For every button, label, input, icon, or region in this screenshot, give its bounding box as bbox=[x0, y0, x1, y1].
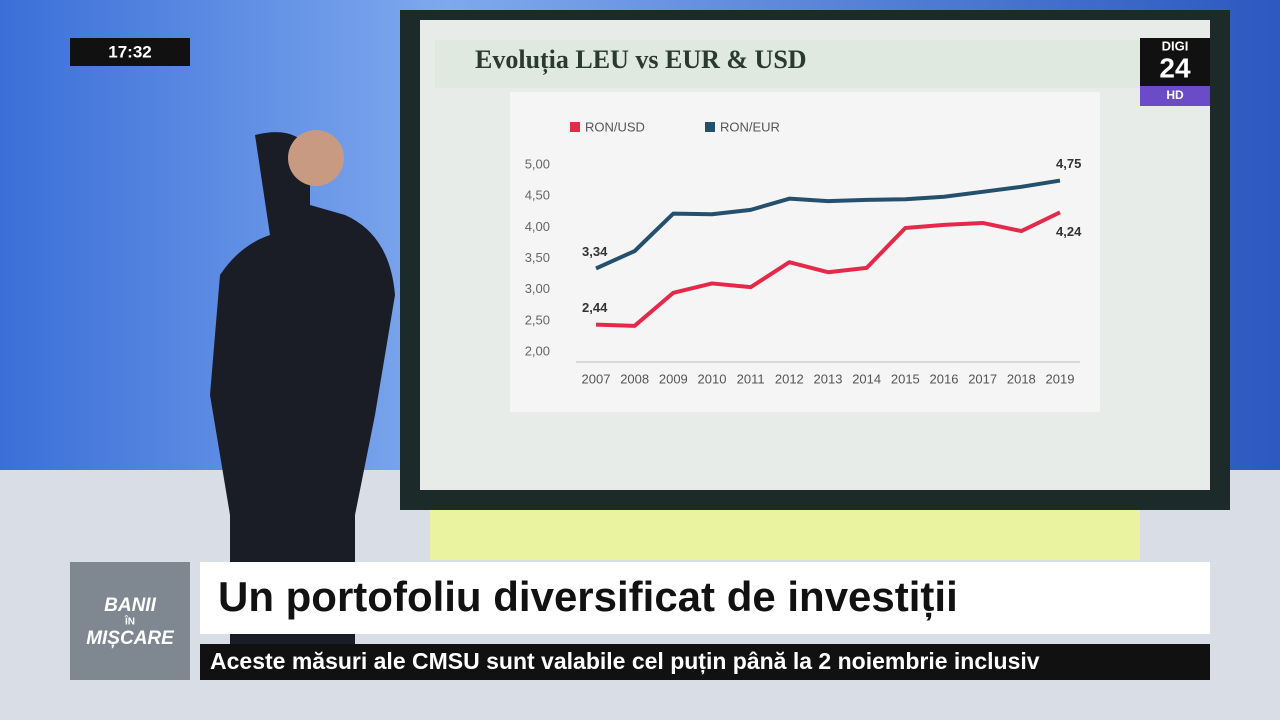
show-logo-line: BANII bbox=[104, 595, 156, 616]
x-tick-label: 2016 bbox=[930, 371, 959, 386]
y-tick-label: 4,50 bbox=[525, 188, 550, 203]
value-label: 4,75 bbox=[1056, 156, 1081, 171]
x-tick-label: 2015 bbox=[891, 371, 920, 386]
value-label: 4,24 bbox=[1056, 224, 1082, 239]
legend-swatch bbox=[570, 122, 580, 132]
logo-number: 24 bbox=[1159, 52, 1191, 83]
y-tick-label: 5,00 bbox=[525, 156, 550, 171]
show-logo-line: ÎN bbox=[124, 615, 135, 628]
chart-title: Evoluția LEU vs EUR & USD bbox=[475, 45, 807, 75]
ticker: Aceste măsuri ale CMSU sunt valabile cel… bbox=[210, 648, 1040, 675]
logo-badge-box bbox=[1140, 86, 1210, 106]
legend-label: RON/EUR bbox=[720, 119, 780, 134]
x-tick-label: 2010 bbox=[698, 371, 727, 386]
logo-box bbox=[1140, 38, 1210, 86]
chart: 2,00 2,50 3,00 3,50 4,00 4,50 5,00 2007 2008 2009… bbox=[525, 119, 1082, 386]
plot-panel bbox=[510, 92, 1100, 412]
x-tick-label: 2013 bbox=[814, 371, 843, 386]
legend-swatch bbox=[705, 122, 715, 132]
series-line bbox=[595, 178, 1061, 271]
value-label: 3,34 bbox=[582, 244, 608, 259]
x-tick-label: 2009 bbox=[659, 371, 688, 386]
title-strip bbox=[435, 40, 1205, 88]
logo-badge: HD bbox=[1166, 88, 1184, 102]
legend-label: RON/USD bbox=[585, 119, 645, 134]
x-tick-label: 2012 bbox=[775, 371, 804, 386]
y-tick-label: 2,00 bbox=[525, 343, 550, 358]
y-tick-label: 4,00 bbox=[525, 219, 550, 234]
logo-name: DIGI bbox=[1162, 38, 1189, 53]
value-label: 2,44 bbox=[582, 300, 608, 315]
x-tick-label: 2019 bbox=[1046, 371, 1075, 386]
ticker-box bbox=[200, 644, 1210, 680]
series-line bbox=[595, 210, 1061, 328]
clock: 17:32 bbox=[108, 42, 151, 61]
x-tick-label: 2011 bbox=[737, 371, 765, 386]
y-tick-label: 3,50 bbox=[525, 250, 550, 265]
show-logo-line: MIȘCARE bbox=[86, 628, 175, 649]
presenter-head bbox=[288, 130, 344, 186]
y-tick-label: 2,50 bbox=[525, 312, 550, 327]
show-logo-box bbox=[70, 562, 190, 680]
headline: Un portofoliu diversificat de investiții bbox=[218, 573, 958, 621]
x-tick-label: 2014 bbox=[852, 371, 881, 386]
x-tick-label: 2018 bbox=[1007, 371, 1036, 386]
x-tick-label: 2017 bbox=[968, 371, 997, 386]
x-tick-label: 2007 bbox=[582, 371, 611, 386]
presenter bbox=[210, 132, 395, 666]
y-tick-label: 3,00 bbox=[525, 281, 550, 296]
headline-box bbox=[200, 562, 1210, 634]
x-tick-label: 2008 bbox=[620, 371, 649, 386]
clock-box bbox=[70, 38, 190, 66]
